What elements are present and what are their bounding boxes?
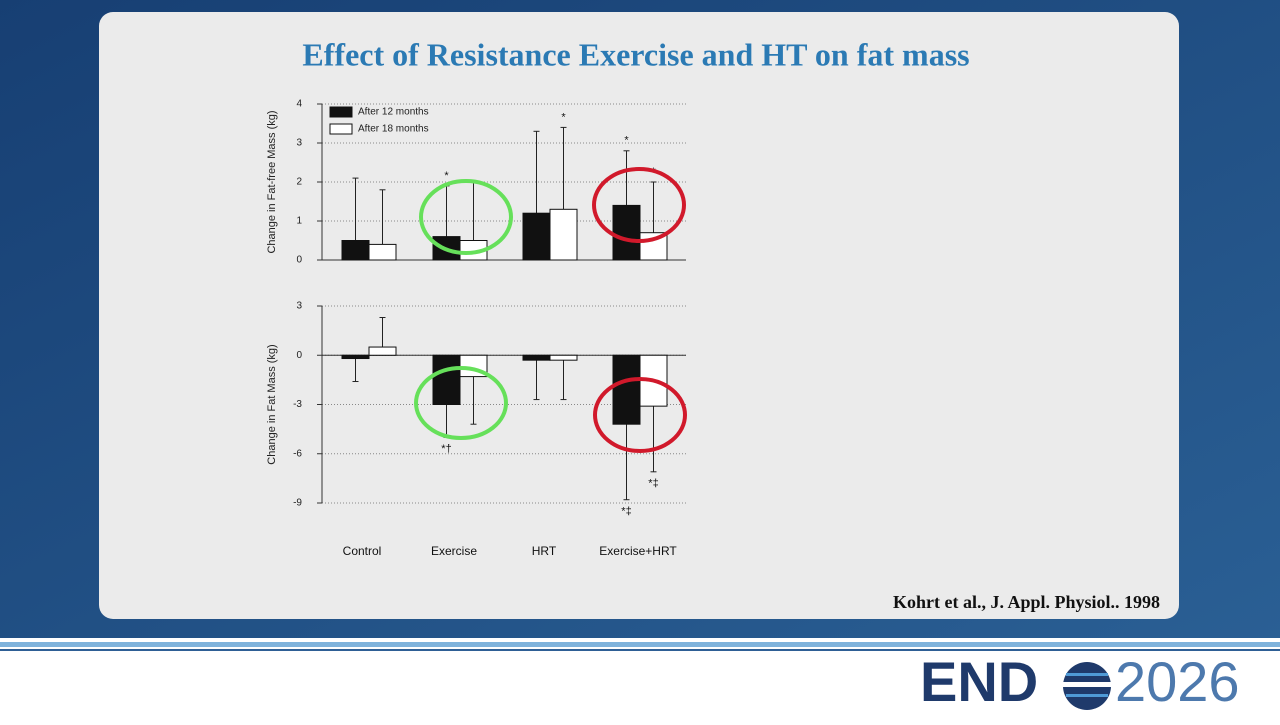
y-tick-label: 1: [296, 216, 302, 227]
highlight: [414, 366, 508, 440]
legend-swatch: [329, 123, 353, 135]
logo-text: END: [920, 650, 1038, 713]
x-tick-label: Exercise+HRT: [599, 544, 677, 558]
footer-line: [0, 642, 1280, 647]
x-tick-label: Control: [343, 544, 382, 558]
bar: [341, 354, 370, 360]
bar: [612, 354, 641, 425]
y-tick-label: 4: [296, 99, 302, 110]
bar: [612, 204, 641, 261]
y-tick-label: 0: [296, 255, 302, 266]
y-tick-label: 2: [296, 177, 302, 188]
bar: [368, 243, 397, 261]
y-tick-label: 3: [296, 138, 302, 149]
bar: [522, 212, 551, 261]
y-tick-label: 0: [296, 350, 302, 361]
annotation: *: [444, 170, 449, 182]
bar: [368, 346, 397, 356]
annotation: *‡: [648, 478, 658, 490]
bar: [549, 208, 578, 261]
highlight: [593, 377, 687, 453]
title: Effect of Resistance Exercise and HT on …: [302, 36, 969, 72]
citation: Kohrt et al., J. Appl. Physiol.. 1998: [893, 592, 1160, 612]
y-tick-label: -3: [293, 399, 302, 410]
annotation: *‡: [621, 506, 631, 518]
y-tick-label: -9: [293, 498, 302, 509]
highlight: [419, 179, 513, 255]
y-axis-label: Change in Fat-free Mass (kg): [266, 110, 278, 253]
bar: [549, 354, 578, 361]
bar: [432, 354, 461, 405]
bar: [522, 354, 551, 361]
legend-label: After 18 months: [358, 124, 429, 135]
x-tick-label: Exercise: [431, 544, 477, 558]
y-tick-label: -6: [293, 448, 302, 459]
legend-label: After 12 months: [358, 107, 429, 118]
footer-line: [0, 649, 1280, 651]
legend-swatch: [329, 106, 353, 118]
logo-text: 2026: [1115, 650, 1240, 713]
annotation: *: [624, 135, 629, 147]
bar: [341, 240, 370, 261]
x-tick-label: HRT: [532, 544, 557, 558]
highlight: [592, 167, 686, 243]
panel: [99, 12, 1179, 619]
annotation: *: [561, 111, 566, 123]
y-axis-label: Change in Fat Mass (kg): [266, 344, 278, 464]
annotation: *†: [441, 443, 451, 455]
logo-globe: [1063, 662, 1111, 710]
y-tick-label: 3: [296, 301, 302, 312]
